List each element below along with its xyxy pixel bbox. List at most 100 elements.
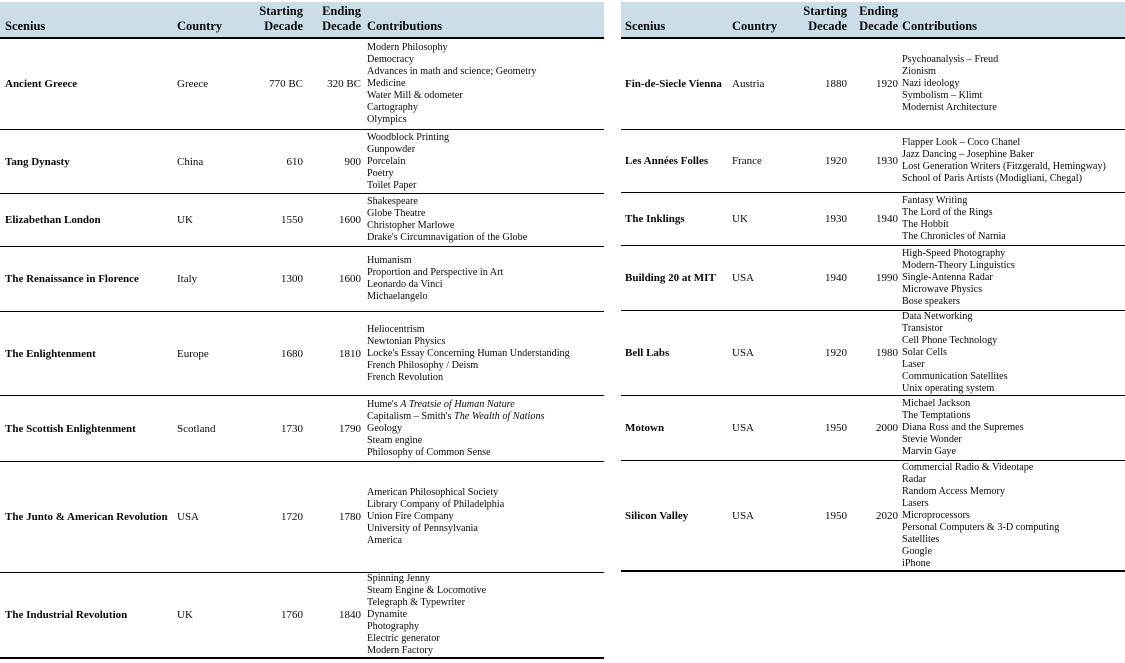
contributions-cell: Spinning Jenny Steam Engine & Locomotive T… (361, 573, 604, 657)
ending-decade-cell: 1840 (339, 609, 361, 621)
contribution-line: iPhone (902, 557, 931, 569)
contribution-line: Transistor (902, 323, 943, 334)
country-cell: UK (732, 213, 748, 225)
contribution-line: Unix operating system (902, 383, 995, 394)
contribution-line: Stevie Wonder (902, 434, 962, 445)
header-ending-decade: Ending Decade (322, 4, 361, 33)
country-cell: China (177, 155, 204, 168)
country-cell: UK (177, 214, 193, 226)
starting-decade-cell: 1940 (825, 272, 847, 284)
contributions-cell: Woodblock Printing Gunpowder Porcelain Poet… (361, 132, 604, 192)
contribution-line: Democracy (367, 54, 414, 65)
contribution-line: Communication Satellites (902, 371, 1008, 382)
left-table-header: Scenius Country Starting Decade Ending D… (0, 2, 604, 39)
contribution-line: Single-Antenna Radar (902, 272, 993, 283)
contribution-line: America (367, 535, 403, 546)
contribution-line: Heliocentrism (367, 323, 425, 335)
contributions-cell: Humanism Proportion and Perspective in Ar… (361, 255, 604, 303)
contributions-cell: High-Speed Photography Modern-Theory Ling… (898, 248, 1125, 308)
starting-decade-cell: 610 (286, 155, 304, 168)
ending-decade-cell: 1920 (876, 78, 898, 90)
scenius-cell: Ancient Greece (5, 78, 78, 90)
contribution-line: Random Access Memory (902, 485, 1005, 497)
country-cell: USA (732, 509, 755, 522)
ending-decade-cell: 2020 (876, 509, 898, 522)
header-contributions: Contributions (367, 19, 443, 33)
header-scenius: Scenius (625, 19, 666, 33)
starting-decade-cell: 1550 (281, 214, 303, 226)
scenius-cell: The Renaissance in Florence (5, 273, 139, 285)
contribution-line: Christopher Marlowe (367, 220, 455, 231)
contribution-line: Microwave Physics (902, 284, 983, 295)
ending-decade-cell: 1980 (876, 347, 898, 359)
contribution-line: Porcelain (367, 155, 406, 167)
contributions-cell: Heliocentrism Newtonian Physics Locke's Es… (361, 324, 604, 384)
contribution-line: Lost Generation Writers (Fitzgerald, Hem… (902, 161, 1106, 172)
contribution-line: Humanism (367, 255, 412, 266)
contribution-line: Proportion and Perspective in Art (367, 267, 504, 278)
contribution-line: Water Mill & odometer (367, 90, 463, 101)
contribution-line: Geology (367, 422, 403, 434)
country-cell: France (732, 155, 762, 167)
starting-decade-cell: 1880 (825, 78, 847, 90)
contribution-line: Spinning Jenny (367, 573, 431, 584)
ending-decade-cell: 1600 (339, 214, 361, 226)
contributions-cell: Shakespeare Globe Theatre Christopher Marl… (361, 196, 604, 244)
scenius-cell: Les Années Folles (625, 155, 709, 167)
left-table: Scenius Country Starting Decade Ending D… (0, 2, 604, 659)
contribution-line: Flapper Look – Coco Chanel (902, 137, 1021, 148)
left-table-rows: Ancient Greece Greece 770 BC 320 BC Modern P… (0, 39, 604, 659)
scenius-cell: Bell Labs (625, 347, 670, 359)
country-cell: Europe (177, 347, 209, 360)
contribution-line: The Lord of the Rings (902, 207, 993, 218)
table-row: The Industrial Revolution UK 1760 1840 Spinn… (0, 573, 604, 659)
ending-decade-cell: 1810 (339, 347, 361, 360)
contributions-cell: Modern Philosophy Democracy Advances in ma… (361, 42, 604, 126)
scenius-cell: The Junto & American Revolution (5, 511, 168, 523)
contribution-line: Michael Jackson (902, 398, 971, 409)
contribution-line: Marvin Gaye (902, 446, 957, 457)
country-cell: UK (177, 609, 193, 621)
contribution-line: Commercial Radio & Videotape (902, 461, 1034, 473)
contribution-line: Steam Engine & Locomotive (367, 585, 487, 596)
scenius-cell: The Scottish Enlightenment (5, 422, 136, 435)
ending-decade-cell: 1940 (876, 213, 898, 225)
contribution-line: Drake's Circumnavigation of the Globe (367, 232, 528, 243)
right-table-header: Scenius Country Starting Decade Ending D… (621, 2, 1125, 39)
contribution-line: Google (902, 545, 932, 557)
contribution-line: The Temptations (902, 410, 971, 421)
country-cell: USA (732, 272, 755, 284)
ending-decade-cell: 1780 (339, 511, 361, 523)
country-cell: Italy (177, 273, 198, 285)
starting-decade-cell: 1950 (825, 422, 847, 434)
contribution-line: Advances in math and science; Geometry (367, 66, 537, 77)
country-cell: USA (177, 511, 200, 523)
header-scenius: Scenius (5, 19, 46, 33)
starting-decade-cell: 1760 (281, 609, 303, 621)
contribution-line: Woodblock Printing (367, 131, 450, 143)
table-row: The Enlightenment Europe 1680 1810 Heliocent… (0, 312, 604, 396)
scenius-cell: The Industrial Revolution (5, 609, 128, 621)
contribution-line: Cell Phone Technology (902, 335, 998, 346)
contribution-line: Bose speakers (902, 296, 960, 307)
contribution-line: Jazz Dancing – Josephine Baker (902, 149, 1034, 160)
right-table-rows: Fin-de-Siecle Vienna Austria 1880 1920 Psych… (621, 39, 1125, 572)
contribution-line: Modern Factory (367, 645, 433, 656)
header-ending-decade: Ending Decade (859, 4, 898, 33)
table-row: Motown USA 1950 2000 Michael Jackson The Temp… (621, 396, 1125, 461)
contribution-line: French Philosophy / Deism (367, 359, 479, 371)
contribution-line: Modernist Architecture (902, 102, 997, 113)
scenius-cell: Building 20 at MIT (625, 272, 716, 284)
contribution-line: American Philosophical Society (367, 487, 499, 498)
starting-decade-cell: 1680 (281, 347, 303, 360)
contribution-line: Steam engine (367, 434, 423, 446)
contribution-line: Philosophy of Common Sense (367, 446, 491, 458)
contribution-line: Poetry (367, 167, 394, 179)
contribution-line: Library Company of Philadelphia (367, 499, 505, 510)
contribution-line: Photography (367, 621, 420, 632)
table-row: Building 20 at MIT USA 1940 1990 High-Speed … (621, 246, 1125, 311)
right-table: Scenius Country Starting Decade Ending D… (621, 2, 1125, 659)
country-cell: Scotland (177, 422, 216, 435)
starting-decade-cell: 1950 (825, 509, 847, 522)
